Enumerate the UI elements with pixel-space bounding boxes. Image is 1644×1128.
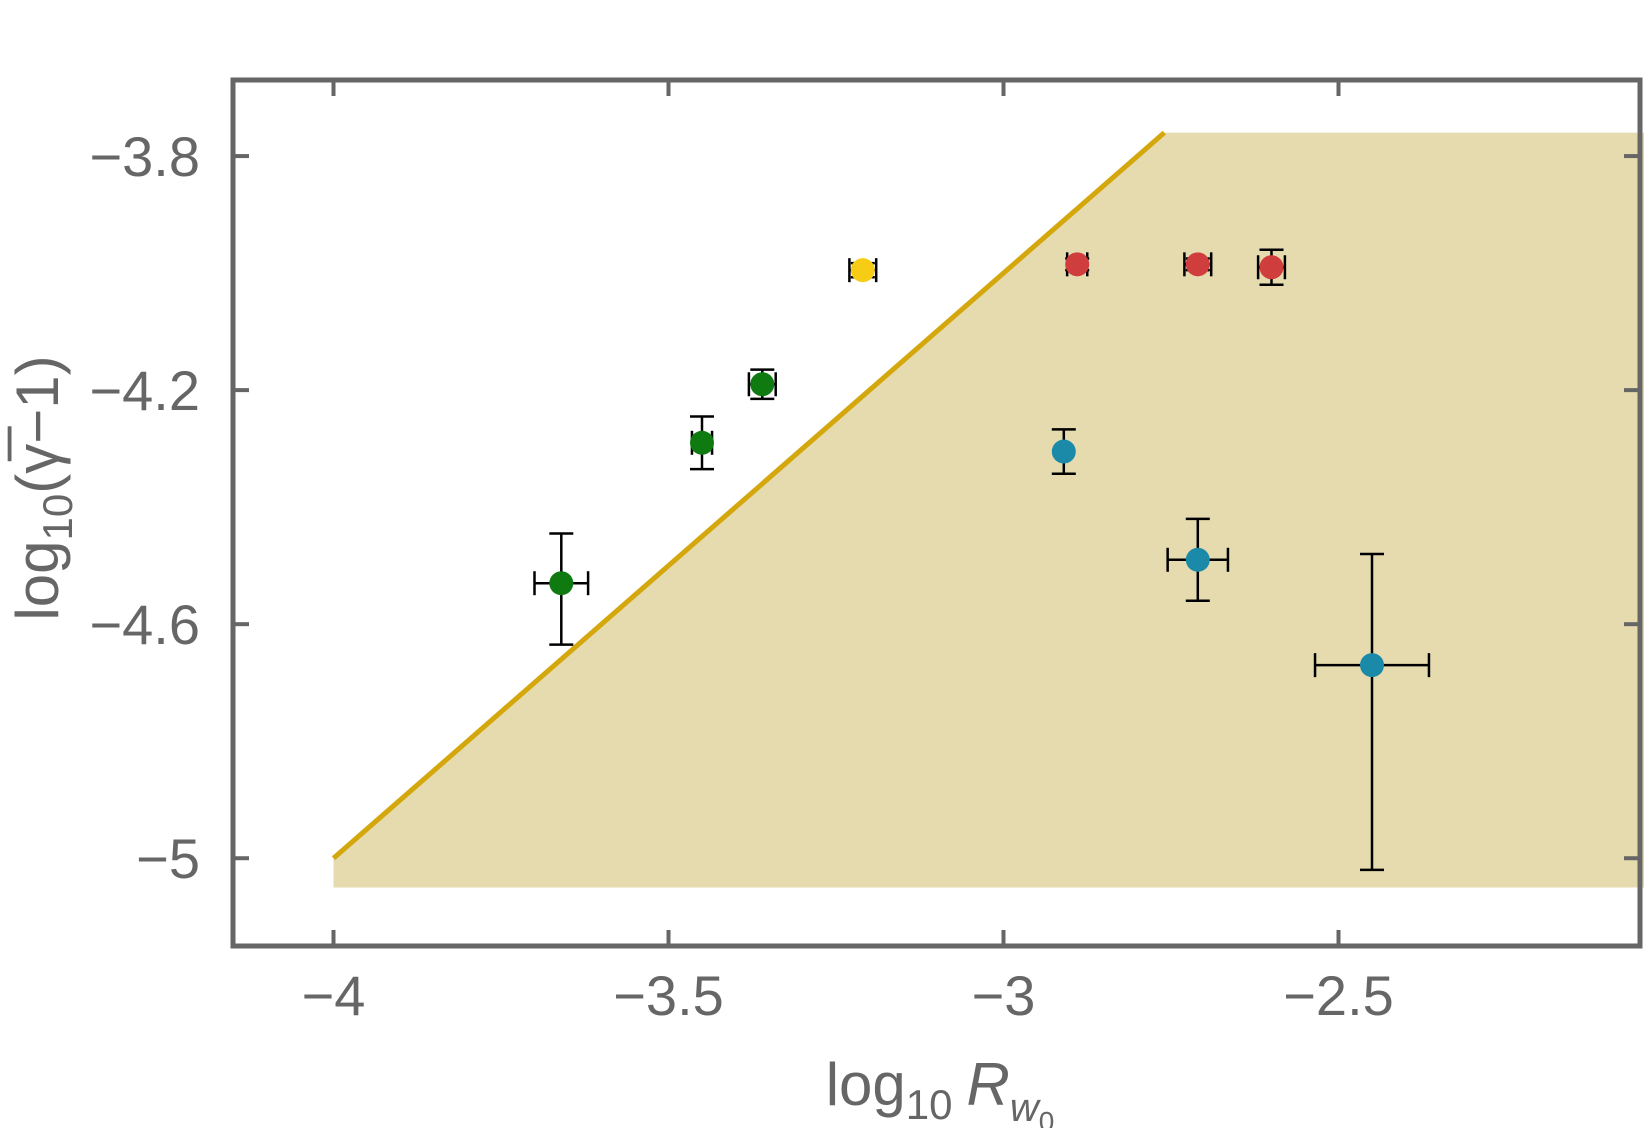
y-tick-label: −5 — [136, 827, 200, 890]
data-point-marker — [690, 430, 714, 455]
data-point — [1256, 248, 1287, 287]
data-point-marker — [750, 372, 775, 397]
x-axis-label-log-base: 10 — [906, 1081, 953, 1128]
data-point-marker — [1360, 653, 1384, 678]
x-axis-label: log10 Rw0 — [826, 1051, 1055, 1128]
data-point — [1166, 517, 1230, 603]
boundary-line — [331, 130, 1166, 861]
data-point-marker — [850, 258, 875, 283]
y-axis-label: log10(γ̅−1) — [4, 355, 81, 620]
x-tick-label: −3.5 — [613, 964, 724, 1027]
y-tick-label: −4.2 — [89, 359, 200, 422]
y-axis-label-expr: (γ̅−1) — [4, 355, 71, 493]
axis-ticks-layer: −4 −3.5 −3 −2.5 −2 −3.8 −4.2 −4.6 −5 — [89, 80, 1644, 1027]
x-axis-label-var-sub: w — [1010, 1086, 1042, 1128]
x-axis-label-var: R — [966, 1051, 1009, 1118]
x-tick-label: −3 — [972, 964, 1036, 1027]
data-point — [1183, 252, 1213, 277]
data-point — [1065, 252, 1090, 277]
data-point-marker — [1185, 547, 1210, 572]
y-axis-label-log-base: 10 — [34, 494, 81, 541]
data-point-marker — [549, 571, 574, 596]
shaded-region — [333, 132, 1644, 888]
data-point — [533, 532, 590, 646]
y-tick-label: −3.8 — [89, 125, 200, 188]
data-points-layer — [533, 248, 1431, 872]
x-tick-label: −2 — [1642, 964, 1644, 1027]
x-tick-label: −2.5 — [1283, 964, 1394, 1027]
data-point — [1313, 552, 1431, 872]
x-tick-label: −4 — [302, 964, 366, 1027]
admissible-region-layer — [331, 130, 1644, 888]
data-point — [1051, 428, 1076, 476]
data-point — [848, 258, 878, 283]
data-point — [747, 368, 777, 401]
x-axis-label-var-subsub: 0 — [1039, 1106, 1055, 1128]
data-point-marker — [1185, 252, 1210, 277]
x-axis-label-log: log — [826, 1051, 906, 1118]
data-point — [690, 415, 714, 471]
y-axis-label-log: log — [4, 541, 71, 621]
data-point-marker — [1259, 255, 1284, 280]
y-tick-label: −4.6 — [89, 593, 200, 656]
data-point-marker — [1051, 439, 1076, 464]
plot-frame — [230, 77, 1643, 949]
data-point-marker — [1065, 252, 1090, 277]
